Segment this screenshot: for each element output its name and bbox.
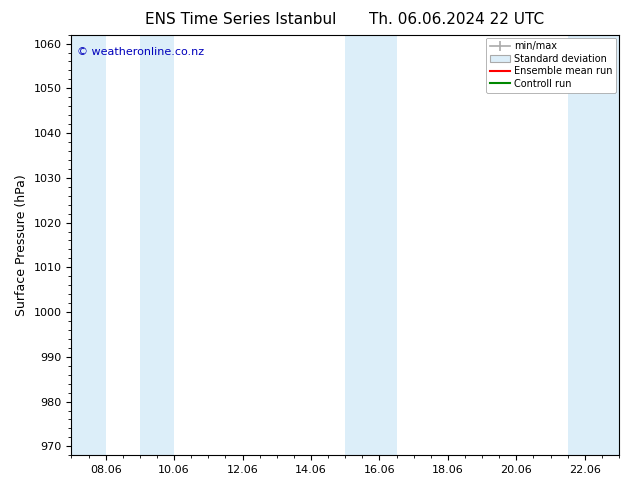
Bar	[567, 35, 619, 455]
Bar	[140, 35, 174, 455]
Text: Th. 06.06.2024 22 UTC: Th. 06.06.2024 22 UTC	[369, 12, 544, 27]
Text: ENS Time Series Istanbul: ENS Time Series Istanbul	[145, 12, 337, 27]
Text: © weatheronline.co.nz: © weatheronline.co.nz	[77, 47, 204, 57]
Bar	[72, 35, 106, 455]
Legend: min/max, Standard deviation, Ensemble mean run, Controll run: min/max, Standard deviation, Ensemble me…	[486, 38, 616, 93]
Y-axis label: Surface Pressure (hPa): Surface Pressure (hPa)	[15, 174, 28, 316]
Bar	[345, 35, 396, 455]
